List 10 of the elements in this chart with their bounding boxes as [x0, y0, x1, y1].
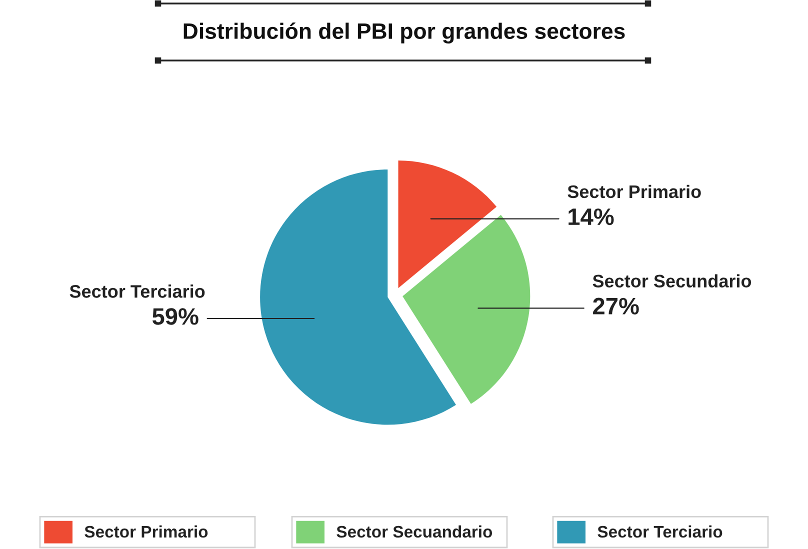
data-label: 27%: [593, 298, 639, 314]
text: Sector Primario: [568, 184, 701, 198]
data-label: 59%: [152, 308, 198, 325]
chart-title: Distribución del PBI por grandes sectores: [184, 22, 625, 44]
legend-label: Sector Primario: [84, 525, 208, 538]
data-label: 14%: [568, 208, 614, 226]
text: Sector Secundario: [592, 274, 752, 288]
legend-label: Sector Terciario: [598, 525, 722, 538]
text: Sector Terciario: [70, 284, 205, 298]
legend-label: Sector Secuandario: [336, 525, 492, 538]
